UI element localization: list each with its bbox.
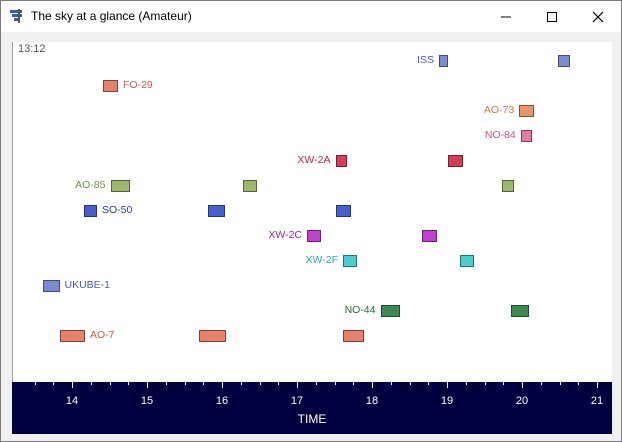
time-axis-title: TIME xyxy=(297,412,327,426)
satellite-label-xw-2f: XW-2F xyxy=(305,254,338,266)
pass-bar-xw-2c[interactable] xyxy=(421,230,437,242)
hour-tick-label: 15 xyxy=(140,395,154,407)
hour-tick-label: 16 xyxy=(215,395,229,407)
hour-tick-label: 20 xyxy=(515,395,529,407)
minor-tick xyxy=(559,382,561,385)
minor-tick xyxy=(409,382,411,385)
pass-bar-ao-85[interactable] xyxy=(243,180,257,192)
pass-bar-ao-7[interactable] xyxy=(343,330,364,342)
satellite-label-ao-73: AO-73 xyxy=(483,104,515,116)
minor-tick xyxy=(353,382,355,385)
pass-bar-no-44[interactable] xyxy=(511,305,529,317)
satellite-label-iss: ISS xyxy=(417,54,434,66)
hour-tick-label: 21 xyxy=(590,395,604,407)
minor-tick xyxy=(390,382,392,385)
minor-tick xyxy=(53,382,55,385)
hour-tick-label: 18 xyxy=(365,395,379,407)
window-title: The sky at a glance (Amateur) xyxy=(31,9,192,23)
pass-bar-ao-85[interactable] xyxy=(502,180,514,192)
pass-bar-so-50[interactable] xyxy=(335,205,351,217)
major-tick xyxy=(447,382,448,388)
minor-tick xyxy=(315,382,317,385)
minor-tick xyxy=(334,382,336,385)
pass-bar-so-50[interactable] xyxy=(208,205,225,217)
pass-bar-xw-2f[interactable] xyxy=(343,255,357,267)
major-tick xyxy=(147,382,148,388)
minimize-button[interactable] xyxy=(483,1,529,32)
major-tick xyxy=(522,382,523,388)
minor-tick xyxy=(503,382,505,385)
satellite-label-ukube-1: UKUBE-1 xyxy=(64,279,111,291)
minor-tick xyxy=(34,382,36,385)
pass-bar-no-84[interactable] xyxy=(520,130,532,142)
satellite-label-no-84: NO-84 xyxy=(484,129,516,141)
minor-tick xyxy=(428,382,430,385)
major-tick xyxy=(222,382,223,388)
pass-bar-ao-85[interactable] xyxy=(110,180,130,192)
minor-tick xyxy=(203,382,205,385)
time-axis: TIME 14 15 16 17 18 19 20 21 xyxy=(12,382,612,434)
pass-bar-no-44[interactable] xyxy=(380,305,400,317)
current-time: 13:12 xyxy=(18,43,46,55)
hour-tick-label: 14 xyxy=(65,395,79,407)
satellite-label-ao-85: AO-85 xyxy=(75,179,106,191)
major-tick xyxy=(372,382,373,388)
minor-tick xyxy=(184,382,186,385)
pass-bar-ao-7[interactable] xyxy=(199,330,226,342)
pass-bar-ao-7[interactable] xyxy=(59,330,85,342)
pass-bar-xw-2f[interactable] xyxy=(460,255,474,267)
maximize-icon xyxy=(547,11,557,22)
pass-bar-ao-73[interactable] xyxy=(519,105,535,117)
satellite-label-no-44: NO-44 xyxy=(344,304,376,316)
pass-bar-xw-2c[interactable] xyxy=(307,230,321,242)
satellite-label-xw-2a: XW-2A xyxy=(297,154,331,166)
pass-bar-fo-29[interactable] xyxy=(103,80,118,92)
pass-bar-so-50[interactable] xyxy=(83,205,97,217)
minimize-icon xyxy=(501,16,511,17)
minor-tick xyxy=(240,382,242,385)
hour-tick-label: 19 xyxy=(440,395,454,407)
close-icon xyxy=(592,11,604,22)
hour-tick-label: 17 xyxy=(290,395,304,407)
minor-tick xyxy=(128,382,130,385)
minor-tick xyxy=(165,382,167,385)
pass-bar-xw-2a[interactable] xyxy=(335,155,347,167)
major-tick xyxy=(297,382,298,388)
minor-tick xyxy=(109,382,111,385)
satellite-app-icon xyxy=(10,9,22,23)
close-button[interactable] xyxy=(575,1,621,32)
major-tick xyxy=(72,382,73,388)
satellite-label-xw-2c: XW-2C xyxy=(268,229,302,241)
minor-tick xyxy=(540,382,542,385)
title-bar[interactable]: The sky at a glance (Amateur) xyxy=(1,1,621,32)
pass-bar-iss[interactable] xyxy=(439,55,448,67)
pass-bar-ukube-1[interactable] xyxy=(43,280,60,292)
major-tick xyxy=(597,382,598,388)
pass-bar-xw-2a[interactable] xyxy=(448,155,463,167)
pass-timeline: 13:12 ISS FO-29 AO-73 NO-84 XW-2A AO-85 SO-50 X… xyxy=(12,42,612,382)
maximize-button[interactable] xyxy=(529,1,575,32)
satellite-label-ao-7: AO-7 xyxy=(90,329,115,341)
pass-bar-iss[interactable] xyxy=(557,55,570,67)
satellite-label-fo-29: FO-29 xyxy=(123,79,153,91)
minor-tick xyxy=(259,382,261,385)
minor-tick xyxy=(484,382,486,385)
minor-tick xyxy=(465,382,467,385)
minor-tick xyxy=(90,382,92,385)
minor-tick xyxy=(278,382,280,385)
satellite-label-so-50: SO-50 xyxy=(102,204,133,216)
minor-tick xyxy=(578,382,580,385)
